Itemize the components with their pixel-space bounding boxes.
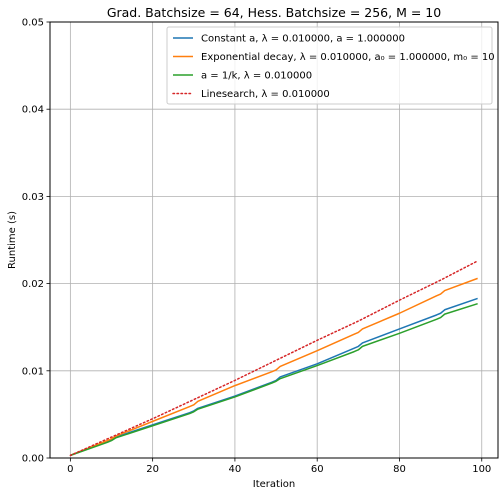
y-tick-label: 0.00 [22, 454, 44, 465]
chart-title: Grad. Batchsize = 64, Hess. Batchsize = … [107, 5, 441, 20]
series-line-3 [70, 302, 478, 457]
legend-frame [166, 26, 493, 105]
axis-ticks: 0 20 40 60 80 100 0.00 0.01 0.02 0.03 0.04 0.05 [22, 18, 492, 476]
x-tick-label: 80 [393, 464, 406, 475]
y-tick-label: 0.03 [22, 192, 44, 203]
x-axis-label: Iteration [253, 479, 295, 490]
x-tick-label: 40 [229, 464, 242, 475]
legend-entry-label: Exponential decay, λ = 0.010000, a₀ = 1.… [201, 52, 495, 63]
y-axis-label: Runtime (s) [7, 211, 18, 269]
y-tick-label: 0.01 [22, 366, 44, 377]
series-line-2 [70, 277, 478, 457]
y-tick-label: 0.05 [22, 18, 44, 29]
x-tick-label: 0 [67, 464, 73, 475]
x-tick-label: 100 [472, 464, 491, 475]
y-tick-label: 0.02 [22, 279, 44, 290]
x-tick-label: 20 [146, 464, 159, 475]
x-tick-label: 60 [311, 464, 324, 475]
plot-area-frame [49, 21, 499, 459]
legend-entry-label: a = 1/k, λ = 0.010000 [201, 71, 312, 82]
legend: Constant a, λ = 0.010000, a = 1.000000 Ex… [166, 26, 495, 105]
y-tick-label: 0.04 [22, 105, 44, 116]
data-series [69, 260, 479, 457]
legend-entry-label: Linesearch, λ = 0.010000 [201, 89, 330, 100]
legend-entry-label: Constant a, λ = 0.010000, a = 1.000000 [201, 34, 405, 45]
